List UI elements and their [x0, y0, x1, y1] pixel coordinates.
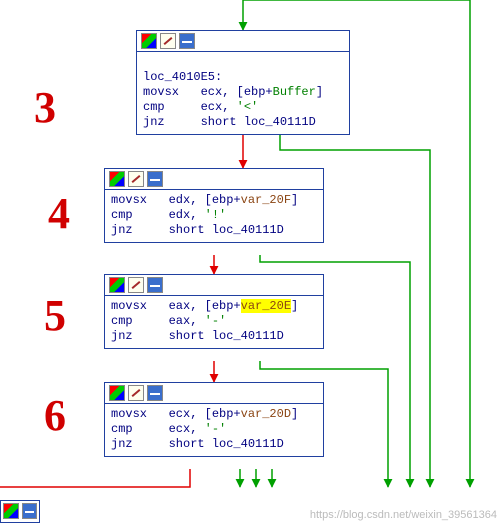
handwritten-label-5: 5 [44, 290, 66, 341]
pal-icon[interactable] [141, 33, 157, 49]
brush-icon[interactable] [128, 385, 144, 401]
edge [0, 469, 190, 487]
handwritten-label-3: 3 [34, 82, 56, 133]
disassembly-text: movsx ecx, [ebp+var_20D] cmp ecx, '-' jn… [105, 404, 323, 456]
basic-block-n4[interactable]: movsx edx, [ebp+var_20F] cmp edx, '!' jn… [104, 168, 324, 243]
handwritten-label-6: 6 [44, 390, 66, 441]
pal-icon[interactable] [109, 171, 125, 187]
partial-node-stub [0, 500, 40, 523]
wave-icon[interactable] [179, 33, 195, 49]
wave-icon[interactable] [147, 277, 163, 293]
node-toolbar [105, 169, 323, 190]
brush-icon[interactable] [160, 33, 176, 49]
node-toolbar [137, 31, 349, 52]
pal-icon[interactable] [109, 385, 125, 401]
node-toolbar [105, 383, 323, 404]
disassembly-text: movsx eax, [ebp+var_20E] cmp eax, '-' jn… [105, 296, 323, 348]
disassembly-text: loc_4010E5: movsx ecx, [ebp+Buffer] cmp … [137, 52, 349, 134]
palette-icon [3, 503, 19, 519]
basic-block-n6[interactable]: movsx ecx, [ebp+var_20D] cmp ecx, '-' jn… [104, 382, 324, 457]
basic-block-n5[interactable]: movsx eax, [ebp+var_20E] cmp eax, '-' jn… [104, 274, 324, 349]
wave-icon[interactable] [147, 385, 163, 401]
disassembly-text: movsx edx, [ebp+var_20F] cmp edx, '!' jn… [105, 190, 323, 242]
node-toolbar [105, 275, 323, 296]
pal-icon[interactable] [109, 277, 125, 293]
wave-icon[interactable] [147, 171, 163, 187]
wave-icon [22, 503, 38, 519]
basic-block-n3[interactable]: loc_4010E5: movsx ecx, [ebp+Buffer] cmp … [136, 30, 350, 135]
brush-icon[interactable] [128, 171, 144, 187]
brush-icon[interactable] [128, 277, 144, 293]
watermark-text: https://blog.csdn.net/weixin_39561364 [310, 509, 497, 521]
handwritten-label-4: 4 [48, 188, 70, 239]
